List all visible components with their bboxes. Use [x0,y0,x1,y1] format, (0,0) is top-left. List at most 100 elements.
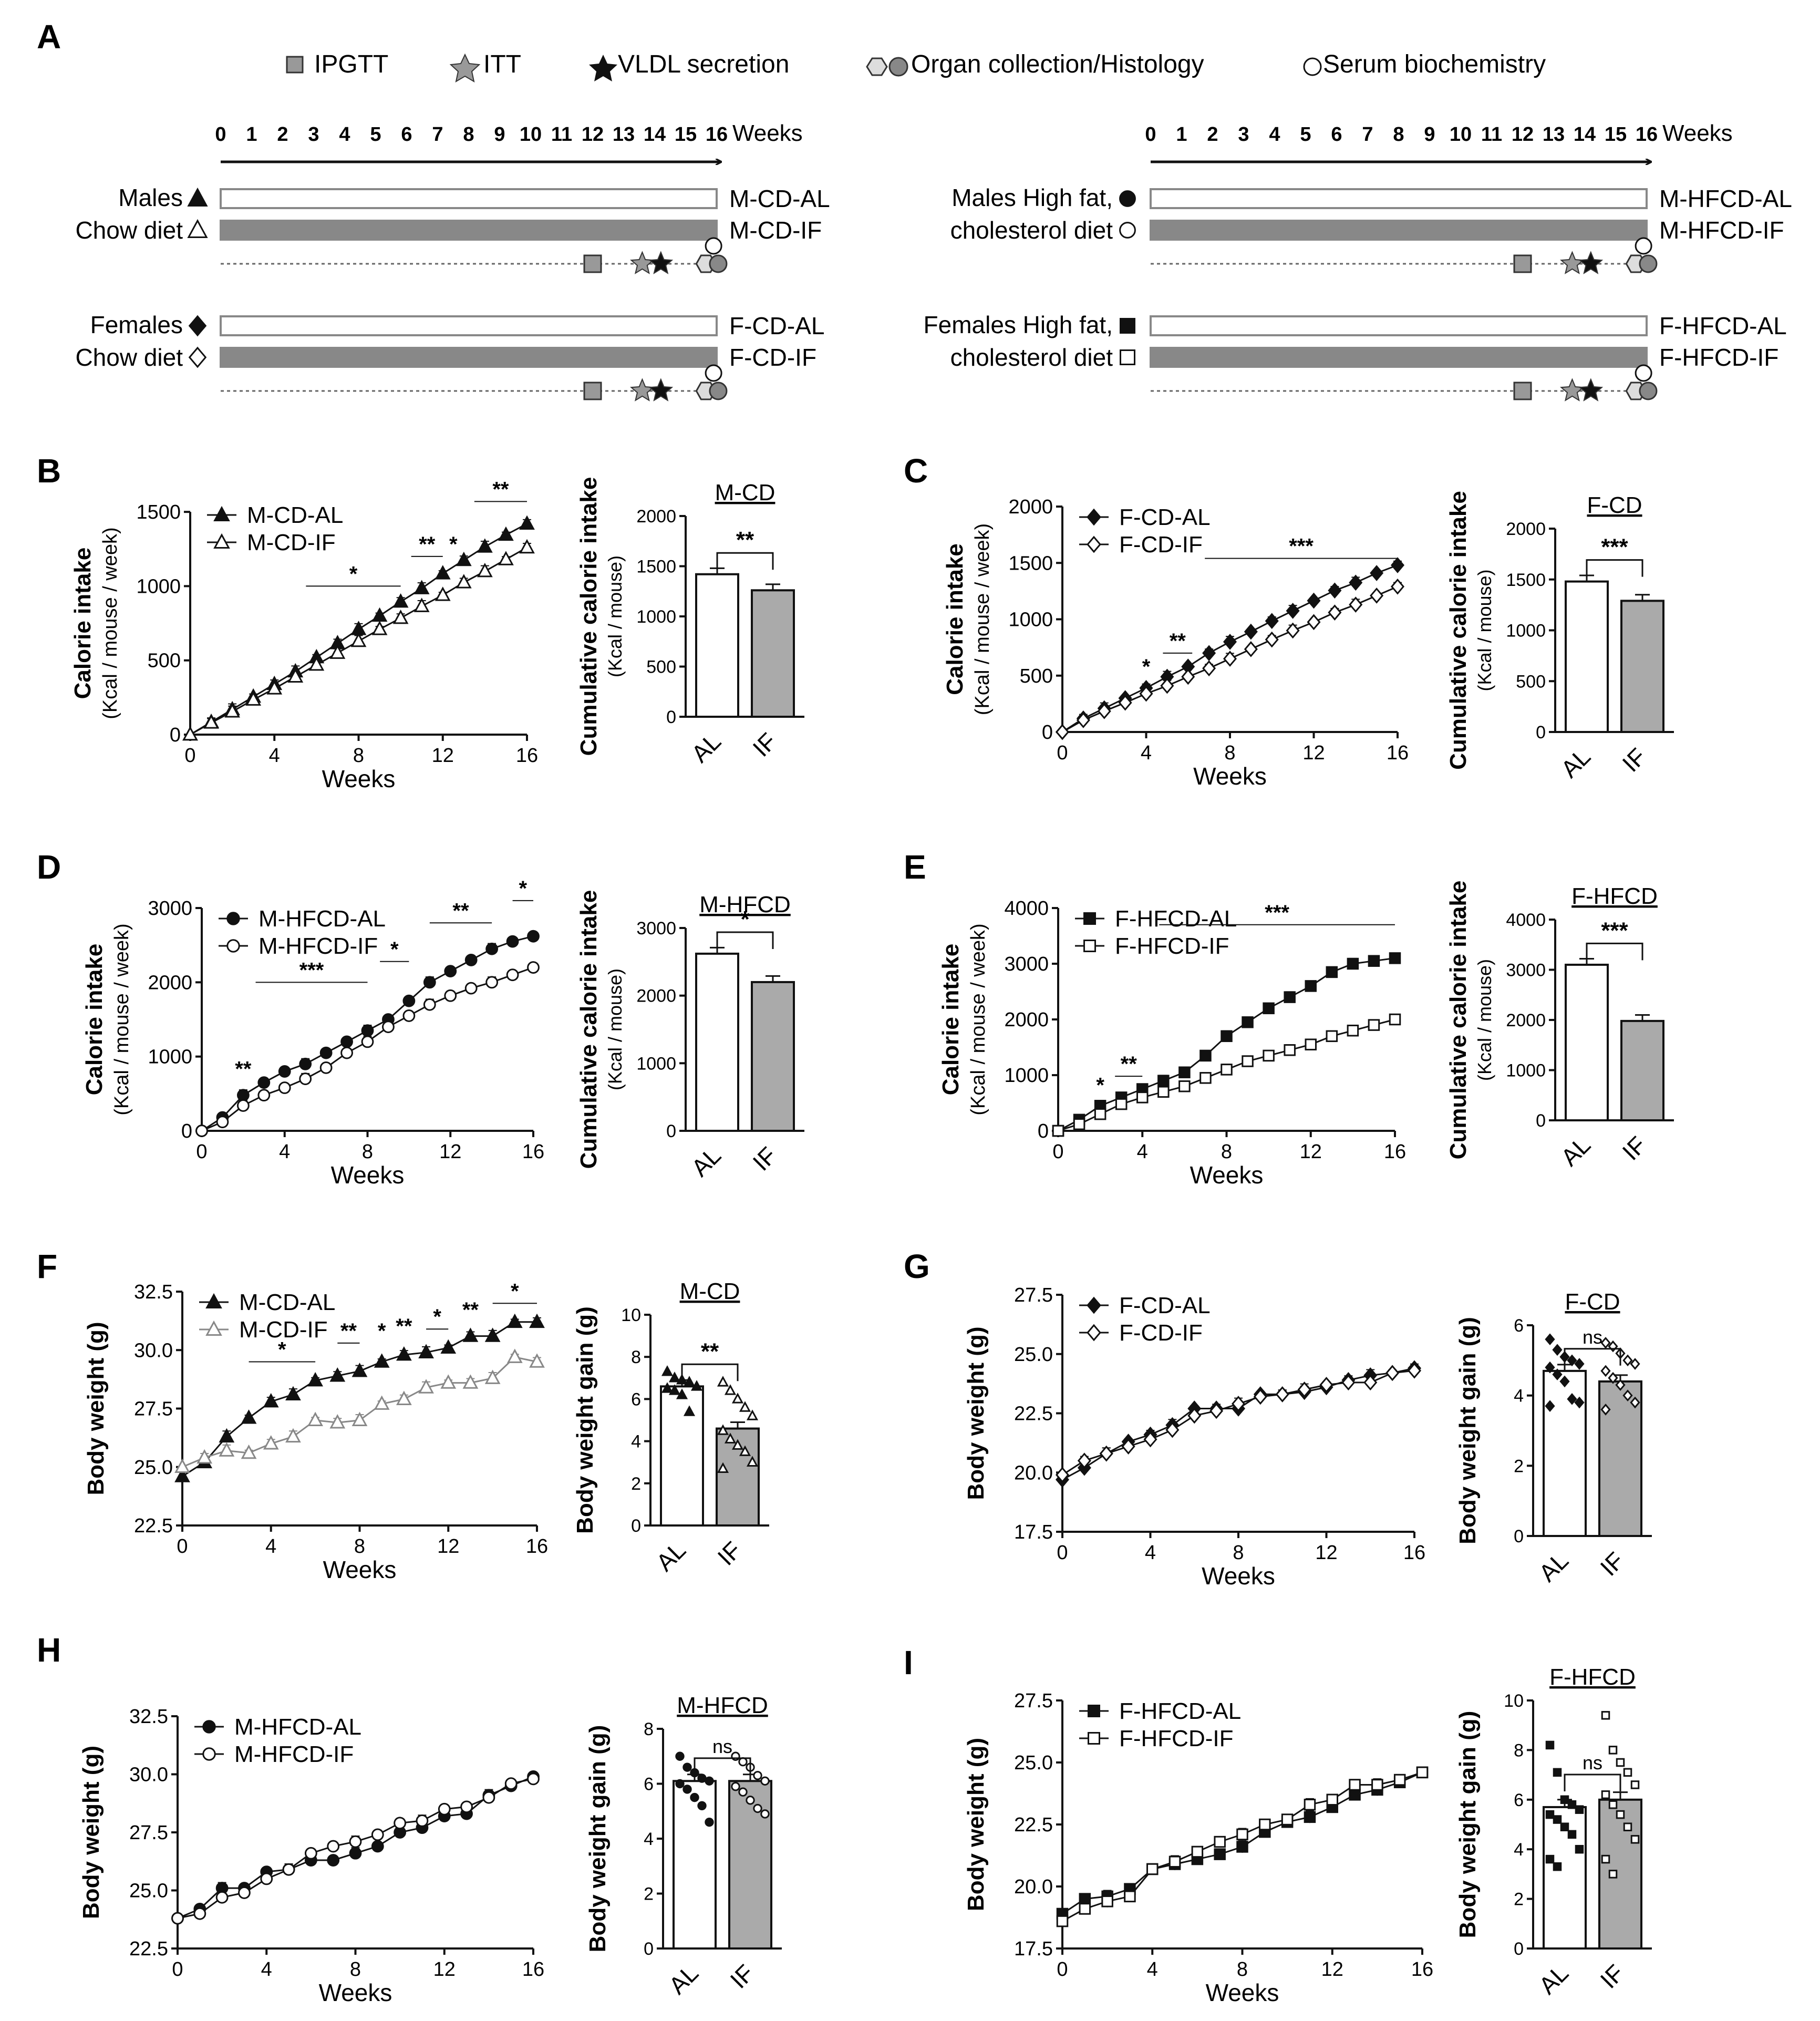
week-tick-label: 12 [582,123,604,146]
individual-point [1630,1396,1640,1409]
individual-point [682,1762,692,1772]
category-label: IF [712,1536,747,1571]
data-point [402,994,416,1007]
data-point [394,1817,407,1830]
data-point [236,1099,250,1112]
x-axis-label: Weeks [1193,762,1267,790]
data-point [1055,724,1070,740]
y-axis-label: Cumulative calorie intake [576,890,602,1169]
individual-point [1553,1862,1562,1871]
y-tick-label: 3000 [1004,953,1049,975]
data-point [351,1411,368,1426]
legend-marker [213,533,230,549]
legend-label: M-HFCD-AL [234,1714,361,1740]
data-point [1214,1836,1226,1848]
data-point [1347,1024,1359,1037]
individual-point [746,1409,759,1420]
y-tick-label: 20.0 [1014,1876,1053,1898]
chart-E-line: 0 1000 2000 3000 4000 0 4 8 12 16 Weeks Calorie int… [938,898,1406,1189]
individual-point [1616,1758,1625,1767]
organ-circle [1639,254,1658,273]
organ-circle [709,381,728,400]
individual-point [731,1439,744,1450]
chart-F-line: 22.5 25.0 27.5 30.0 32.5 0 4 8 12 16 Weeks Body wei… [83,1280,548,1583]
data-point [1223,651,1237,667]
significance-label: * [511,1280,519,1303]
data-point [435,565,451,580]
data-point [506,935,519,948]
category-label: AL [1534,1546,1574,1587]
individual-point [1608,1746,1618,1755]
y-tick-label: 6 [1514,1316,1524,1336]
data-point [1407,1363,1422,1379]
data-point [1168,1855,1181,1868]
data-point [1349,1779,1361,1791]
ipgtt-square [1513,381,1532,400]
individual-point [675,1779,685,1789]
individual-point [1552,1368,1563,1380]
individual-point [1545,1400,1555,1412]
individual-point [760,1809,770,1819]
y-axis-label: Body weight (g) [963,1327,989,1500]
if-group-name: F-HFCD-IF [1659,344,1778,371]
data-point [304,1847,317,1860]
bar-IF [751,589,795,718]
legend-marker [202,1720,216,1734]
group-label-line2: Chow diet [75,216,183,244]
y-axis-label: Calorie intake [942,543,968,695]
data-point [1416,1766,1429,1779]
week-tick-label: 14 [644,123,666,146]
data-point [392,610,409,624]
legend-marker [1087,1324,1101,1342]
if-group-symbol [188,346,207,368]
data-point [1202,645,1216,662]
week-tick-label: 7 [1362,123,1373,146]
y-tick-label: 1000 [636,607,676,627]
x-tick-label: 16 [1387,742,1409,764]
itt-legend-star [449,53,481,83]
chart-I-bar: 0 2 4 6 8 10 Body weight gain (g) AL IF F-HFCD ns [1455,1664,1652,1999]
organ-circle [1639,381,1658,400]
series-F-CD-AL: F-CD-AL [1055,1293,1422,1488]
data-point [519,515,535,530]
data-point [1304,1798,1316,1811]
x-axis-label: Weeks [1206,1979,1279,2006]
significance-label: * [740,906,750,932]
legend-label: M-HFCD-IF [234,1741,354,1767]
data-point [1115,1098,1128,1110]
data-point [1328,604,1342,621]
category-label: AL [1556,1131,1596,1171]
individual-point [1616,1810,1625,1819]
y-axis-label: Calorie intake [81,944,107,1096]
group-label-line1: Males [118,184,183,211]
chart-title: F-HFCD [1571,883,1658,909]
legend-marker [226,939,240,953]
significance-label: ** [701,1338,719,1364]
serum-legend-label: Serum biochemistry [1323,50,1546,78]
data-point [402,1009,416,1022]
data-point [1187,1407,1202,1424]
data-point [1181,668,1195,685]
y-axis-label: Cumulative calorie intake [576,477,602,756]
data-point [329,1414,346,1429]
data-point [1244,623,1258,640]
al-group-name: F-CD-AL [729,312,824,339]
data-point [374,1353,390,1368]
legend-marker [205,1320,222,1336]
serum-circle [705,237,722,255]
individual-point [1567,1354,1577,1367]
y-tick-label: 30.0 [134,1339,173,1362]
data-point [374,1395,390,1410]
y-tick-label: 0 [181,1120,192,1142]
data-point [182,726,198,741]
y-tick-label: 4 [1514,1386,1524,1406]
y-axis-unit-label: (Kcal / mouse / week) [971,523,994,715]
chart-D-bar: 0 1000 2000 3000 Cumulative calorie intake (K… [576,890,804,1182]
significance-label: * [1142,655,1151,678]
data-point [1305,1038,1317,1050]
panel-letter-b: B [37,452,61,490]
y-tick-label: 0 [631,1516,641,1536]
y-tick-label: 500 [148,650,181,672]
series-M-CD-IF: M-CD-IF [182,530,535,741]
significance-label: ** [492,478,509,501]
